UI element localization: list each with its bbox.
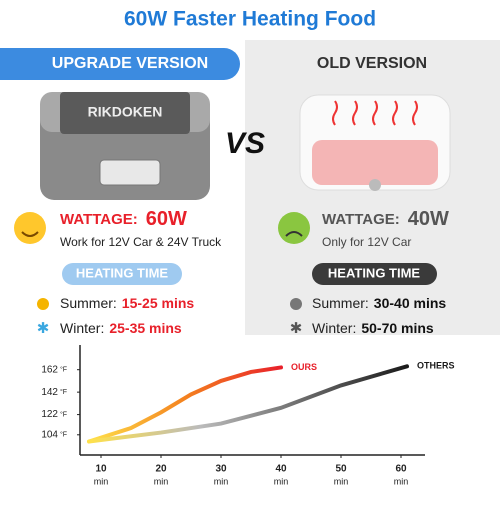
vs: VS — [225, 127, 265, 160]
summer: Summer: 15-25 mins — [60, 295, 194, 311]
y-unit: °F — [60, 388, 67, 396]
smile-mouth — [21, 231, 39, 237]
series-line — [87, 364, 409, 444]
summer-label: Summer: — [312, 295, 369, 311]
x-unit: min — [334, 476, 349, 486]
x-unit: min — [274, 476, 289, 486]
wattage-value: 40W — [408, 208, 449, 230]
wattage-note: Only for 12V Car — [322, 235, 411, 249]
left-banner-edge — [0, 48, 20, 80]
x-tick-label: 20 — [155, 464, 167, 475]
wattage-label: WATTAGE: 60W — [60, 208, 187, 230]
new-product: RIKDOKEN — [40, 92, 210, 200]
winter-value: 25-35 mins — [109, 320, 182, 336]
x-unit: min — [154, 476, 169, 486]
heating-title: HEATING TIME — [328, 265, 421, 280]
y-tick-label: 122 — [41, 409, 58, 420]
snow-icon: ✱ — [37, 320, 50, 337]
x-tick-label: 10 — [95, 464, 107, 475]
sun-icon — [290, 298, 302, 310]
heating-title: HEATING TIME — [76, 265, 169, 280]
winter-label: Winter: — [60, 320, 104, 336]
x-tick-label: 50 — [335, 464, 347, 475]
y-unit: °F — [60, 410, 67, 418]
y-tick-label: 162 — [41, 364, 58, 375]
x-unit: min — [94, 476, 109, 486]
y-tick-label: 104 — [41, 429, 58, 440]
series-label: OTHERS — [417, 361, 455, 371]
snow-icon: ✱ — [290, 320, 303, 337]
wattage-label-text: WATTAGE: — [322, 211, 400, 228]
y-unit: °F — [60, 366, 67, 374]
summer-value: 15-25 mins — [122, 295, 195, 311]
heating-pill — [62, 263, 182, 285]
wattage-label: WATTAGE: 40W — [322, 208, 449, 230]
left-banner — [0, 48, 240, 80]
x-tick-label: 30 — [215, 464, 227, 475]
summer-label: Summer: — [60, 295, 117, 311]
brand: RIKDOKEN — [88, 104, 163, 120]
old-product — [299, 94, 451, 191]
heating-pill — [312, 263, 437, 285]
title: 60W Faster Heating Food — [124, 8, 376, 31]
series-line — [87, 365, 283, 444]
y-tick-label: 142 — [41, 387, 58, 398]
winter-value: 50-70 mins — [361, 320, 434, 336]
x-tick-label: 60 — [395, 464, 407, 475]
x-unit: min — [394, 476, 409, 486]
summer: Summer: 30-40 mins — [312, 295, 446, 311]
series-label: OURS — [291, 362, 317, 372]
wattage-label-text: WATTAGE: — [60, 211, 138, 228]
winter: Winter: 25-35 mins — [60, 320, 182, 336]
right-banner-text: OLD VERSION — [317, 55, 427, 72]
x-unit: min — [214, 476, 229, 486]
left-banner-text: UPGRADE VERSION — [52, 55, 208, 72]
wattage-note: Work for 12V Car & 24V Truck — [60, 235, 222, 249]
sad-mouth — [285, 231, 303, 237]
sad-icon — [278, 212, 310, 244]
winter: Winter: 50-70 mins — [312, 320, 434, 336]
smile-icon — [14, 212, 46, 244]
y-unit: °F — [60, 431, 67, 439]
summer-value: 30-40 mins — [374, 295, 447, 311]
x-tick-label: 40 — [275, 464, 287, 475]
wattage-value: 60W — [146, 208, 187, 230]
sun-icon — [37, 298, 49, 310]
winter-label: Winter: — [312, 320, 356, 336]
